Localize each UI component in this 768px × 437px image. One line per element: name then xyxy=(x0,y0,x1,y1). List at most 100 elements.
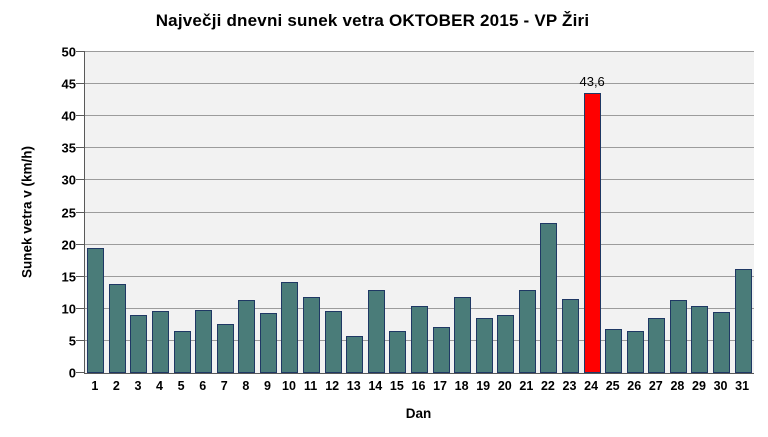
bar-slot xyxy=(603,52,625,373)
x-tick-label: 28 xyxy=(670,379,685,393)
y-tick-label: 20 xyxy=(61,237,76,253)
bar-slot xyxy=(732,52,754,373)
bar xyxy=(626,330,644,373)
x-tick-label: 5 xyxy=(177,379,185,393)
x-tick-label: 3 xyxy=(134,379,142,393)
bar xyxy=(540,222,558,373)
x-tick-label: 2 xyxy=(112,379,120,393)
gridline xyxy=(85,243,754,245)
x-tick-label: 25 xyxy=(605,379,620,393)
bar xyxy=(238,300,256,373)
x-tick-label: 21 xyxy=(519,379,534,393)
x-tick-label: 19 xyxy=(476,379,491,393)
chart-title: Največji dnevni sunek vetra OKTOBER 2015… xyxy=(155,11,590,30)
y-axis-tick xyxy=(76,275,85,277)
x-tick-label: 24 xyxy=(584,379,599,393)
y-tick-label: 35 xyxy=(61,140,76,156)
bar xyxy=(195,310,213,373)
x-tick-label: 17 xyxy=(433,379,447,393)
bar-slot xyxy=(107,52,129,373)
bar-slot xyxy=(171,52,193,373)
x-tick-label: 16 xyxy=(411,379,426,393)
y-tick-label: 40 xyxy=(61,108,76,124)
x-tick-label: 23 xyxy=(562,379,577,393)
x-tick-label: 9 xyxy=(263,379,271,393)
y-tick-label: 10 xyxy=(61,301,76,317)
y-axis-tick xyxy=(76,147,85,149)
x-tick-label: 13 xyxy=(346,379,361,393)
bar-slot xyxy=(538,52,560,373)
x-tick-label: 20 xyxy=(497,379,512,393)
y-axis-tick xyxy=(76,339,85,341)
gridline xyxy=(85,51,754,52)
bar-highlighted xyxy=(583,93,601,373)
bar-slot xyxy=(495,52,517,373)
bar-slot xyxy=(409,52,431,373)
bar xyxy=(410,305,428,373)
x-tick-label: 31 xyxy=(735,379,750,393)
bar-slot xyxy=(646,52,668,373)
y-tick-label: 25 xyxy=(61,205,76,220)
y-tick-label: 5 xyxy=(68,333,76,349)
bar-slot xyxy=(322,52,344,373)
x-axis-tick-labels: 1 2 3 4 5 6 7 8 9 10 11 12 13 14 15 16 17 18 19 20 21 22 23 24 2… xyxy=(84,380,753,393)
bar xyxy=(87,248,105,373)
y-axis-tick xyxy=(76,51,85,52)
bar xyxy=(518,289,536,373)
bar xyxy=(389,330,407,373)
x-tick-label: 1 xyxy=(91,379,99,393)
y-axis-tick xyxy=(76,179,85,181)
x-tick-label: 22 xyxy=(540,379,555,393)
bar-slot xyxy=(236,52,258,373)
bar-slot xyxy=(85,52,107,373)
x-tick-label: 15 xyxy=(389,379,404,393)
gridline xyxy=(85,211,754,213)
y-tick-label: 45 xyxy=(61,76,76,92)
bar-slot xyxy=(279,52,301,373)
bar xyxy=(281,282,299,373)
bar-slot xyxy=(560,52,582,373)
bar xyxy=(130,315,148,373)
gridline xyxy=(85,147,754,149)
bar xyxy=(713,312,731,373)
bar-slot xyxy=(689,52,711,373)
x-tick-label: 30 xyxy=(713,379,728,393)
x-tick-label: 27 xyxy=(648,379,663,393)
x-tick-label: 18 xyxy=(454,379,469,393)
bar-slot xyxy=(387,52,409,373)
bar xyxy=(432,326,450,373)
x-tick-label: 10 xyxy=(282,379,296,393)
bar-slot xyxy=(344,52,366,373)
bar-slot xyxy=(301,52,323,373)
y-tick-label: 30 xyxy=(61,172,76,188)
bar-slot xyxy=(258,52,280,373)
y-axis-tick xyxy=(76,307,85,309)
bar xyxy=(108,284,126,373)
bar xyxy=(346,335,364,373)
bar xyxy=(475,317,493,373)
x-tick-label: 12 xyxy=(325,379,340,393)
bar xyxy=(216,323,234,373)
y-axis-tick xyxy=(76,115,85,117)
gridline xyxy=(85,179,754,181)
x-tick-label: 11 xyxy=(303,379,318,393)
bar xyxy=(691,305,709,373)
bar xyxy=(562,299,579,373)
x-tick-label: 29 xyxy=(692,379,706,393)
bar-slot xyxy=(193,52,215,373)
bar-slot xyxy=(430,52,452,373)
x-tick-label: 26 xyxy=(627,379,642,393)
y-tick-label: 0 xyxy=(68,365,76,381)
bar xyxy=(173,330,191,373)
bar xyxy=(324,310,342,373)
bar xyxy=(303,296,321,373)
bar-slot xyxy=(473,52,495,373)
y-tick-label: 15 xyxy=(61,269,76,285)
bar xyxy=(454,296,472,373)
bar xyxy=(734,269,752,373)
bar-slot xyxy=(366,52,388,373)
bar-slot xyxy=(452,52,474,373)
bar-slot xyxy=(711,52,733,373)
x-tick-label: 6 xyxy=(199,379,207,393)
bar xyxy=(497,314,515,373)
